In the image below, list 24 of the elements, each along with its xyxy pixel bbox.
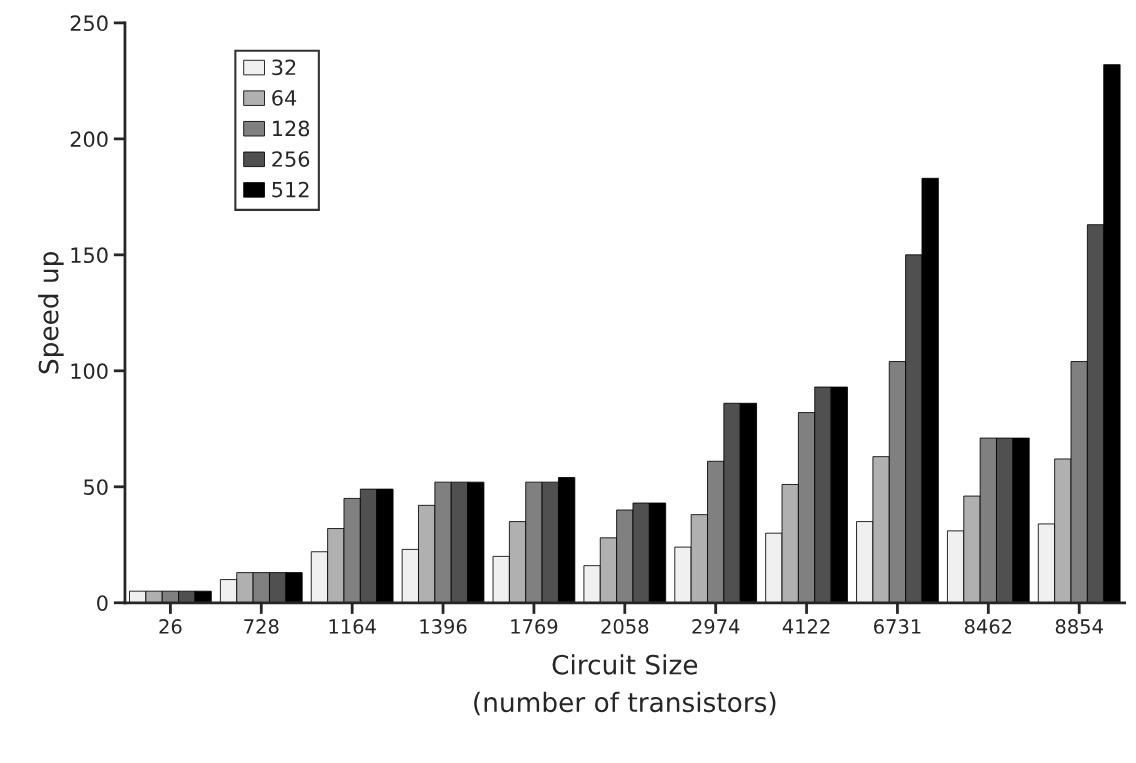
y-tick-label: 150 bbox=[71, 247, 108, 264]
x-tick-label: 1769 bbox=[511, 619, 558, 634]
x-tick-label: 1396 bbox=[420, 619, 467, 634]
x-tick-label: 8854 bbox=[1055, 619, 1103, 634]
x-tick-label: 728 bbox=[244, 619, 279, 634]
y-tick-label: 50 bbox=[84, 479, 108, 496]
legend-label: 64 bbox=[272, 89, 297, 106]
legend-label: 128 bbox=[273, 120, 310, 137]
x-tick-label: 8462 bbox=[964, 619, 1012, 634]
x-tick-label: 6731 bbox=[874, 619, 921, 634]
x-tick-label: 1164 bbox=[329, 619, 376, 634]
y-tick-label: 200 bbox=[70, 131, 108, 148]
y-axis-title: Speed up bbox=[38, 251, 64, 374]
legend-label: 256 bbox=[272, 151, 310, 167]
legend-label: 512 bbox=[272, 181, 309, 198]
x-axis-title: Circuit Size (number of transistors) bbox=[474, 654, 776, 716]
y-tick-label: 0 bbox=[97, 595, 108, 611]
x-tick-label: 4122 bbox=[782, 619, 830, 634]
x-tick-label: 26 bbox=[159, 619, 182, 634]
y-tick-label: 250 bbox=[70, 15, 108, 32]
legend-label: 32 bbox=[272, 59, 296, 76]
y-tick-label: 100 bbox=[71, 363, 108, 380]
x-tick-label: 2058 bbox=[601, 619, 649, 634]
x-tick-label: 2974 bbox=[692, 619, 740, 634]
